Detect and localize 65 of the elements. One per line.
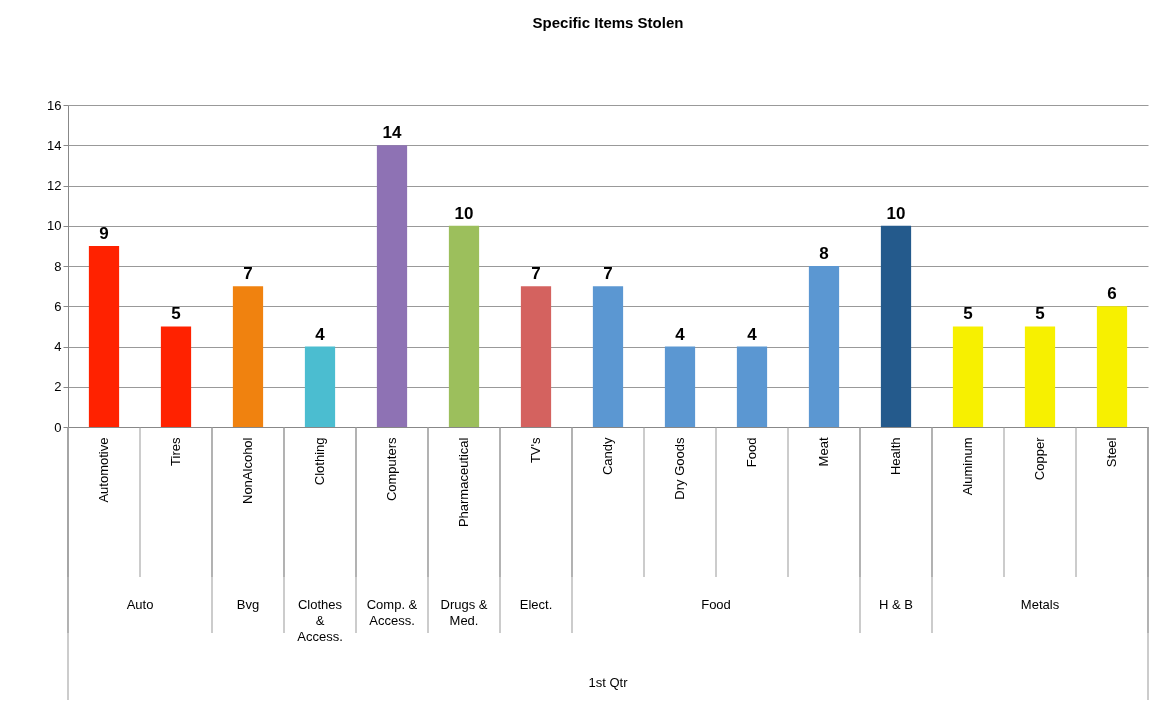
x-tick-label: Steel — [1104, 437, 1119, 468]
x-tick-label: TV's — [528, 437, 543, 464]
bar — [664, 346, 696, 427]
bar — [520, 286, 552, 427]
text: Bvg — [236, 597, 260, 612]
text: Elect. — [519, 597, 553, 612]
y-tick-label: 12 — [47, 178, 62, 193]
x-tick-label: Clothing — [312, 437, 327, 486]
y-tick-label: 2 — [54, 379, 62, 395]
x-tick-label: Computers — [384, 437, 399, 502]
x-tick-label: Automotive — [96, 437, 111, 503]
y-tick-label: 8 — [54, 258, 62, 274]
x-tick-label: Health — [888, 437, 903, 476]
x-tick-label: Aluminum — [960, 437, 975, 496]
text: Auto — [126, 597, 154, 612]
x-tick-label: Pharmaceutical — [456, 437, 471, 528]
data-label: 10 — [886, 203, 906, 223]
x-tick-label: NonAlcohol — [240, 437, 255, 504]
data-label: 4 — [315, 324, 326, 344]
data-label: 8 — [819, 244, 829, 263]
bar — [376, 145, 408, 427]
data-label: 7 — [243, 264, 253, 284]
x-tick-label: Candy — [600, 437, 615, 476]
y-tick-label: 10 — [47, 218, 62, 234]
data-label: 14 — [382, 123, 402, 143]
data-label: 7 — [603, 264, 613, 284]
x-tick-label: Copper — [1032, 436, 1047, 481]
chart-title: Specific Items Stolen — [532, 14, 684, 31]
data-label: 4 — [747, 324, 758, 344]
text: Food — [701, 597, 731, 612]
data-label: 6 — [1107, 284, 1117, 304]
text: Metals — [1020, 597, 1060, 612]
bar — [232, 286, 264, 427]
text: Clothes & Access. — [297, 597, 343, 644]
bar — [88, 245, 120, 427]
data-label: 5 — [171, 304, 181, 324]
data-label: 4 — [675, 324, 686, 344]
x-tick-label: Meat — [816, 437, 831, 467]
bar — [448, 225, 480, 427]
y-tick-label: 16 — [47, 97, 62, 113]
x-tick-label: Tires — [168, 437, 183, 466]
bar — [880, 225, 912, 427]
text: Drugs & Med. — [440, 597, 488, 628]
y-tick-label: 4 — [54, 339, 62, 354]
bar — [736, 346, 768, 427]
bar — [808, 266, 840, 427]
bar — [1096, 306, 1128, 427]
bar — [592, 286, 624, 427]
y-tick-label: 14 — [47, 137, 62, 153]
data-label: 5 — [963, 304, 973, 324]
data-label: 10 — [454, 203, 474, 223]
bar — [160, 326, 192, 427]
data-label: 9 — [99, 223, 109, 243]
text: Comp. & Access. — [366, 597, 418, 628]
bar — [1024, 326, 1056, 427]
text: 1st Qtr — [588, 675, 629, 690]
data-label: 7 — [531, 264, 541, 284]
bar — [304, 346, 336, 427]
x-tick-label: Food — [744, 437, 759, 468]
data-label: 5 — [1035, 304, 1045, 324]
x-tick-label: Dry Goods — [672, 437, 687, 500]
bar — [952, 326, 984, 427]
text: H & B — [879, 597, 913, 612]
y-tick-label: 0 — [54, 419, 62, 435]
y-tick-label: 6 — [54, 298, 62, 314]
